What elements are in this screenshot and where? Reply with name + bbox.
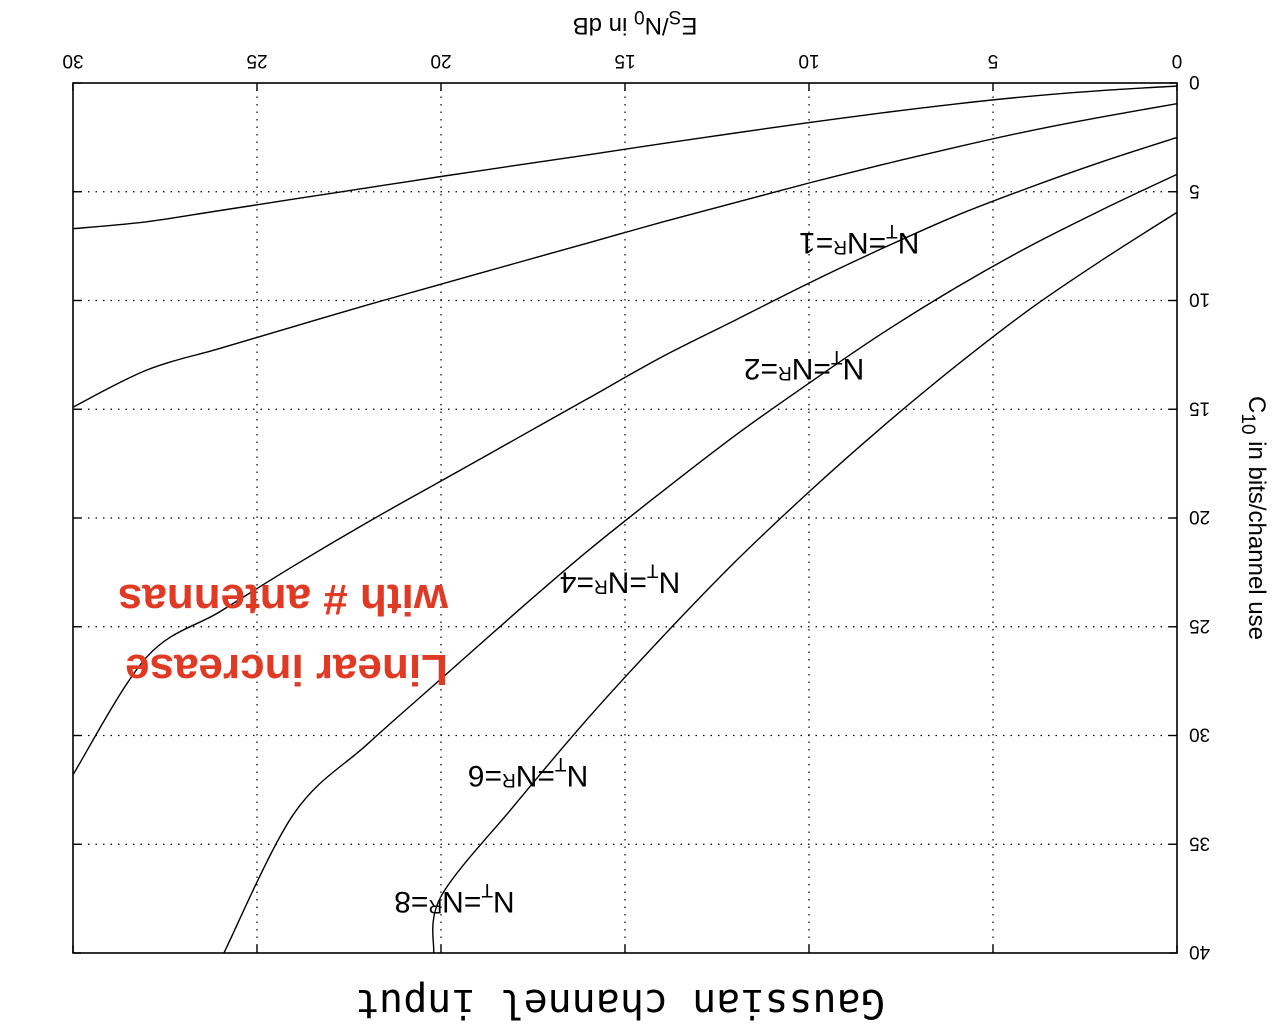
x-tick-label: 0: [1172, 50, 1183, 71]
grid: [73, 83, 1177, 953]
curve-label-nt-nr-2: NT=NR=2: [744, 346, 864, 385]
capacity-curves: [72, 85, 1178, 954]
y-tick-label: 20: [1189, 506, 1210, 527]
curve-label-nt-nr-1: NT=NR=1: [799, 220, 919, 259]
curve-nt-nr-4: [72, 136, 1178, 776]
x-tick-label: 10: [798, 50, 819, 71]
y-tick-label: 30: [1189, 724, 1210, 745]
y-tick-label: 0: [1189, 71, 1200, 92]
y-tick-label: 10: [1189, 289, 1210, 310]
annotation-line1: Linear increase: [125, 645, 448, 694]
x-tick-label: 5: [988, 50, 999, 71]
curve-nt-nr-6: [223, 173, 1178, 954]
y-tick-label: 40: [1189, 941, 1210, 962]
y-tick-label: 15: [1189, 397, 1210, 418]
curve-nt-nr-2: [72, 103, 1178, 408]
x-tick-label: 20: [430, 50, 451, 71]
chart-title: Gaussian channel input: [355, 980, 885, 1026]
x-tick-label: 15: [614, 50, 635, 71]
annotation-line2: with # antennas: [118, 575, 449, 624]
axis-ticks: 0 5 10 15 20 25 30 0 5 10 15 20 25 30 35 40: [62, 50, 1210, 962]
curve-labels: NT=NR=1 NT=NR=2 NT=NR=4 NT=NR=6 NT=NR=8: [394, 220, 919, 918]
curve-label-nt-nr-6: NT=NR=6: [468, 753, 588, 792]
y-tick-label: 25: [1189, 615, 1210, 636]
y-axis-label: C10 in bits/channel use: [1237, 396, 1270, 640]
curve-nt-nr-8: [432, 211, 1178, 954]
curve-label-nt-nr-8: NT=NR=8: [394, 879, 514, 918]
x-axis-label: ES/N0 in dB: [573, 6, 698, 39]
curve-nt-nr-1: [72, 85, 1178, 230]
x-tick-label: 30: [62, 50, 83, 71]
y-tick-label: 35: [1189, 832, 1210, 853]
x-tick-label: 25: [246, 50, 267, 71]
curve-label-nt-nr-4: NT=NR=4: [560, 559, 680, 598]
y-tick-label: 5: [1189, 180, 1200, 201]
